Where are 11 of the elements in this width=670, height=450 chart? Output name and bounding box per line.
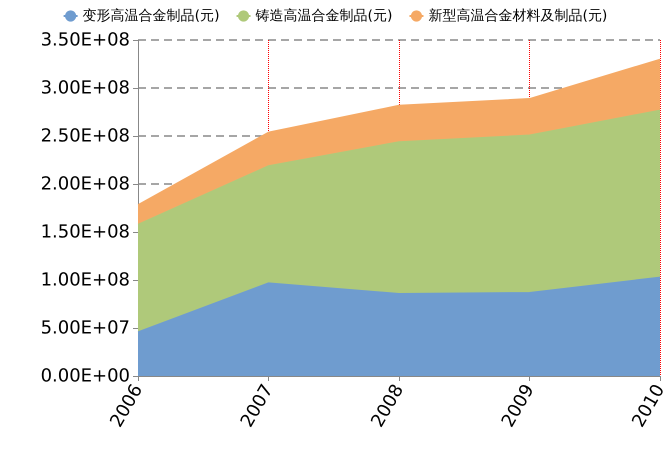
y-tick-label: 3.00E+08 bbox=[40, 78, 130, 98]
y-tick-label: 5.00E+07 bbox=[40, 318, 130, 338]
legend-label: 变形高温合金制品(元) bbox=[82, 8, 220, 24]
y-tick-label: 2.50E+08 bbox=[40, 126, 130, 146]
y-tick-label: 3.50E+08 bbox=[40, 30, 130, 50]
y-tick-label: 1.00E+08 bbox=[40, 270, 130, 290]
legend-label: 新型高温合金材料及制品(元) bbox=[428, 8, 608, 24]
y-tick-label: 2.00E+08 bbox=[40, 174, 130, 194]
y-tick-label: 0.00E+00 bbox=[40, 366, 130, 386]
legend-label: 铸造高温合金制品(元) bbox=[254, 8, 392, 24]
y-tick-label: 1.50E+08 bbox=[40, 222, 130, 242]
